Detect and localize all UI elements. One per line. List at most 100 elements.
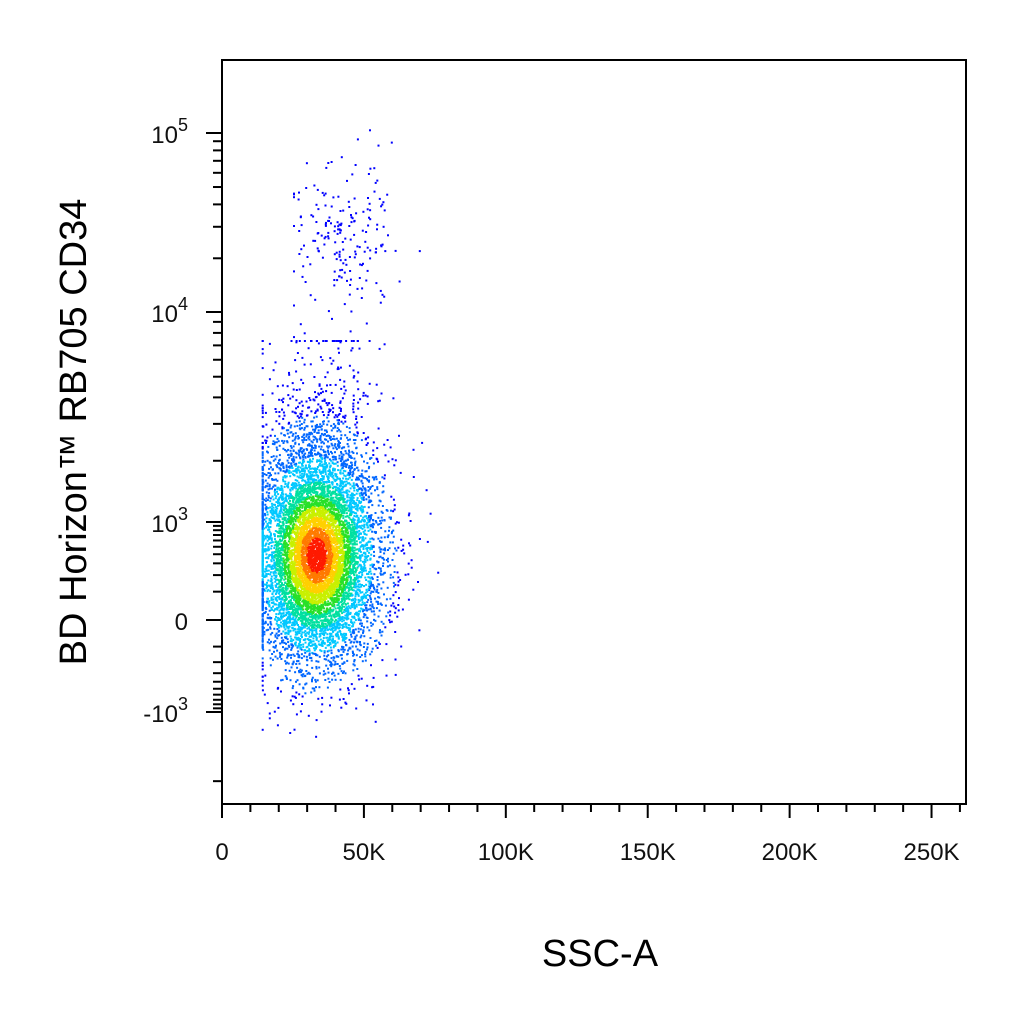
data-point — [327, 600, 330, 603]
data-point — [383, 536, 386, 539]
data-point — [311, 513, 314, 516]
data-point — [347, 590, 350, 593]
data-point — [274, 538, 276, 541]
data-point — [290, 564, 293, 567]
data-point — [331, 475, 334, 478]
data-point — [329, 621, 332, 624]
data-point — [372, 607, 375, 610]
data-point — [267, 628, 270, 631]
data-point — [268, 530, 271, 533]
data-point — [265, 569, 268, 572]
data-point — [273, 517, 276, 520]
data-point — [338, 454, 341, 457]
data-point — [281, 553, 284, 556]
data-point — [317, 588, 320, 591]
data-point — [334, 446, 337, 449]
data-point — [295, 482, 298, 485]
data-point — [293, 506, 295, 509]
data-point — [353, 570, 355, 573]
data-point — [397, 521, 400, 524]
data-point — [297, 405, 299, 408]
data-point — [365, 607, 368, 610]
data-point — [287, 429, 290, 432]
data-point — [279, 580, 282, 583]
data-point — [270, 509, 273, 512]
data-point — [306, 488, 308, 491]
data-point — [356, 521, 359, 524]
data-point — [263, 512, 266, 515]
data-point — [282, 417, 285, 420]
data-point — [291, 553, 293, 556]
data-point — [294, 359, 297, 362]
data-point — [300, 657, 303, 660]
data-point — [288, 516, 291, 519]
data-point — [295, 549, 298, 551]
data-point — [279, 542, 282, 545]
data-point — [332, 467, 335, 470]
data-point — [338, 521, 341, 524]
data-point — [268, 485, 271, 488]
data-point — [289, 614, 292, 617]
data-point — [331, 568, 334, 571]
data-point — [326, 613, 329, 615]
data-point — [269, 633, 272, 636]
data-point — [409, 520, 412, 522]
data-point — [304, 456, 307, 459]
data-point — [282, 476, 285, 479]
data-point — [383, 474, 386, 477]
data-point — [357, 593, 360, 596]
data-point — [377, 603, 380, 605]
data-point — [348, 540, 351, 543]
data-point — [335, 497, 338, 500]
data-point — [349, 567, 351, 570]
data-point — [319, 524, 322, 527]
data-point — [353, 581, 356, 584]
data-point — [299, 647, 302, 650]
data-point — [342, 623, 345, 626]
data-point — [335, 448, 338, 451]
data-point — [354, 635, 357, 638]
data-point — [351, 582, 354, 585]
data-point — [318, 452, 321, 455]
data-point — [365, 444, 368, 446]
data-point — [276, 608, 279, 611]
data-point — [359, 559, 362, 562]
data-point — [325, 431, 328, 433]
data-point — [307, 671, 310, 674]
data-point — [265, 553, 268, 556]
data-point — [347, 458, 349, 461]
data-point — [291, 536, 294, 539]
data-point — [272, 455, 275, 458]
data-point — [366, 546, 369, 549]
data-point — [271, 553, 273, 556]
data-point — [373, 573, 376, 576]
data-point — [305, 577, 308, 580]
data-point — [321, 457, 324, 460]
data-point — [352, 472, 355, 475]
data-point — [289, 527, 292, 530]
data-point — [266, 450, 268, 453]
data-point — [366, 594, 369, 596]
data-point — [298, 538, 301, 541]
data-point — [266, 586, 268, 588]
data-point — [312, 428, 315, 431]
data-point — [324, 672, 327, 675]
data-point — [285, 511, 288, 514]
data-point — [302, 686, 305, 689]
data-point — [275, 464, 278, 467]
data-point — [319, 448, 322, 451]
data-point — [375, 639, 378, 642]
data-point — [261, 482, 264, 485]
data-point — [324, 646, 327, 649]
data-point — [320, 566, 323, 569]
data-point — [325, 547, 328, 550]
data-point — [338, 419, 340, 422]
data-point — [261, 615, 264, 618]
data-point — [293, 594, 295, 597]
data-point — [271, 581, 274, 584]
data-point — [363, 460, 365, 463]
data-point — [343, 599, 346, 602]
data-point — [287, 582, 290, 585]
data-point — [317, 587, 320, 590]
data-point — [261, 451, 264, 454]
